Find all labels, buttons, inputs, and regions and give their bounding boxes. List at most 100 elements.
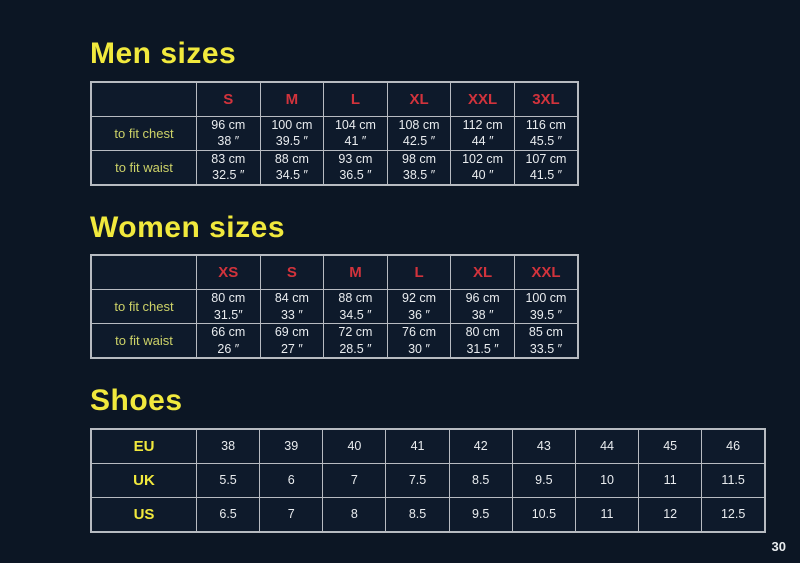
table-row: to fit waist 66 cm 26 ″ 69 cm 27 ″ 72 cm 28.5 … xyxy=(90,323,579,359)
row-label-to-fit-waist: to fit waist xyxy=(90,323,197,359)
cell-line: 9.5 xyxy=(535,472,553,487)
value-cell: 83 cm 32.5 ″ xyxy=(196,149,261,185)
section-women: Women sizes XS S M L XL XXL to fit chest 80 cm 31… xyxy=(90,211,800,359)
page-number: 30 xyxy=(771,539,786,554)
value-cell: 104 cm 41 ″ xyxy=(323,115,388,151)
value-cell: 7 xyxy=(259,496,324,532)
cell-line: 46 xyxy=(726,438,741,453)
value-cell: 11.5 xyxy=(701,462,766,498)
cell-line: 8.5 xyxy=(472,472,490,487)
women-col-header-s: S xyxy=(259,254,325,290)
women-size-table: XS S M L XL XXL to fit chest 80 cm 31.5″ 84 cm 33 … xyxy=(90,254,579,359)
cell-line: 69 cm xyxy=(274,325,309,339)
cell-line: 88 cm xyxy=(338,291,373,305)
cell-line: 40 xyxy=(347,438,362,453)
value-cell: 88 cm 34.5 ″ xyxy=(259,149,325,185)
value-cell: 69 cm 27 ″ xyxy=(259,323,325,359)
men-title: Men sizes xyxy=(90,37,237,70)
table-row: UK 5.5 6 7 7.5 8.5 9.5 10 11 11.5 xyxy=(90,462,766,498)
cell-line: 100 cm xyxy=(271,117,313,132)
value-cell: 40 xyxy=(322,428,387,464)
shoes-size-table: EU 38 39 40 41 42 43 44 45 46 UK 5.5 6 7 7.5 8.5 9.5 10 11… xyxy=(90,427,766,533)
value-cell: 7.5 xyxy=(385,462,450,498)
cell-line: 92 cm xyxy=(402,291,437,305)
cell-line: 80 cm xyxy=(211,291,246,305)
cell-line: 98 cm xyxy=(402,151,437,166)
value-cell: 5.5 xyxy=(195,462,261,498)
cell-line: 76 cm xyxy=(402,325,437,339)
cell-line: 45.5 ″ xyxy=(529,134,563,148)
value-cell: 80 cm 31.5″ xyxy=(196,289,261,324)
cell-line: 39 xyxy=(284,438,299,453)
cell-line: 39.5 ″ xyxy=(529,307,563,322)
value-cell: 42 xyxy=(448,428,513,464)
cell-line: 31.5 ″ xyxy=(466,341,499,356)
value-cell: 8.5 xyxy=(385,496,450,532)
table-header-row: S M L XL XXL 3XL xyxy=(90,81,579,117)
cell-line: 34.5 ″ xyxy=(275,168,308,182)
cell-line: 96 cm xyxy=(465,291,500,305)
table-row: US 6.5 7 8 8.5 9.5 10.5 11 12 12.5 xyxy=(90,496,766,532)
cell-line: 8.5 xyxy=(408,506,427,521)
men-col-header-s: S xyxy=(196,81,261,117)
value-cell: 11 xyxy=(574,496,640,532)
cell-line: 80 cm xyxy=(465,325,500,339)
value-cell: 93 cm 36.5 ″ xyxy=(323,149,388,185)
cell-line: 41.5 ″ xyxy=(529,168,563,182)
value-cell: 112 cm 44 ″ xyxy=(450,115,515,151)
section-men: Men sizes S M L XL XXL 3XL to fit chest 96 cm 38 … xyxy=(90,38,800,186)
cell-line: 41 ″ xyxy=(344,134,367,148)
cell-line: 11.5 xyxy=(721,472,745,487)
table-row: to fit chest 80 cm 31.5″ 84 cm 33 ″ 88 cm 34.5… xyxy=(90,289,579,324)
cell-line: 26 ″ xyxy=(217,341,240,356)
value-cell: 85 cm 33.5 ″ xyxy=(513,323,579,359)
row-label-to-fit-chest: to fit chest xyxy=(90,289,197,324)
cell-line: 42.5 ″ xyxy=(402,134,436,148)
value-cell: 66 cm 26 ″ xyxy=(196,323,261,359)
shoes-title: Shoes xyxy=(90,384,183,417)
value-cell: 6.5 xyxy=(195,496,261,532)
cell-line: 44 ″ xyxy=(471,134,494,148)
value-cell: 8.5 xyxy=(448,462,513,498)
cell-line: 108 cm xyxy=(398,117,440,132)
value-cell: 116 cm 45.5 ″ xyxy=(513,115,579,151)
cell-line: 11 xyxy=(663,472,677,487)
cell-line: 7 xyxy=(287,506,295,521)
women-col-header-m: M xyxy=(323,254,388,290)
cell-line: 107 cm xyxy=(525,151,567,166)
cell-line: 8 xyxy=(350,506,358,521)
cell-line: 102 cm xyxy=(462,151,504,166)
value-cell: 11 xyxy=(638,462,703,498)
cell-line: 27 ″ xyxy=(280,341,303,356)
cell-line: 12 xyxy=(663,506,678,521)
cell-line: 42 xyxy=(473,438,488,453)
cell-line: 104 cm xyxy=(334,117,376,132)
cell-line: 38 xyxy=(221,438,236,453)
table-row: EU 38 39 40 41 42 43 44 45 46 xyxy=(90,428,766,464)
value-cell: 38 xyxy=(195,428,261,464)
value-cell: 108 cm 42.5 ″ xyxy=(386,115,452,151)
men-col-header-l: L xyxy=(323,81,388,117)
women-corner-cell xyxy=(90,254,197,290)
cell-line: 85 cm xyxy=(528,325,563,339)
cell-line: 33 ″ xyxy=(280,307,303,322)
cell-line: 88 cm xyxy=(274,151,309,166)
value-cell: 102 cm 40 ″ xyxy=(450,149,515,185)
value-cell: 107 cm 41.5 ″ xyxy=(513,149,579,185)
value-cell: 44 xyxy=(574,428,640,464)
value-cell: 100 cm 39.5 ″ xyxy=(259,115,325,151)
value-cell: 100 cm 39.5 ″ xyxy=(513,289,579,324)
value-cell: 10.5 xyxy=(511,496,576,532)
value-cell: 12 xyxy=(638,496,703,532)
cell-line: 40 ″ xyxy=(471,168,494,182)
value-cell: 96 cm 38 ″ xyxy=(196,115,261,151)
section-shoes: Shoes EU 38 39 40 41 42 43 44 45 46 UK 5.5 6 7 7.5 8.5 9.… xyxy=(90,385,800,533)
value-cell: 76 cm 30 ″ xyxy=(386,323,452,359)
cell-line: 11 xyxy=(600,506,614,521)
value-cell: 39 xyxy=(259,428,324,464)
women-col-header-l: L xyxy=(386,254,452,290)
cell-line: 36.5 ″ xyxy=(339,168,372,182)
cell-line: 9.5 xyxy=(472,506,490,521)
cell-line: 10.5 xyxy=(531,506,557,521)
